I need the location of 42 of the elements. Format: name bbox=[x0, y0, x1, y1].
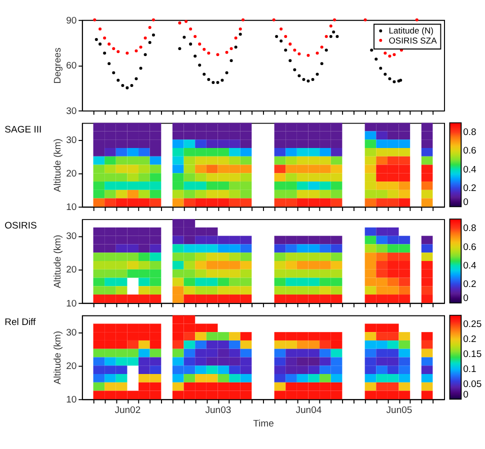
y-tick-label: 90 bbox=[66, 15, 77, 26]
x-tick-label: Jun05 bbox=[386, 404, 412, 416]
color-bar-label: 0.1 bbox=[463, 364, 476, 376]
y-axis-title: Altitude (km) bbox=[52, 138, 64, 192]
y-tick-label: 20 bbox=[66, 168, 77, 180]
color-bar-label: 0.05 bbox=[463, 379, 482, 390]
legend-label: OSIRIS SZA bbox=[388, 35, 438, 46]
y-tick-label: 30 bbox=[66, 231, 77, 242]
color-bar-label: 0.4 bbox=[463, 260, 478, 272]
color-bar-label: 0 bbox=[463, 389, 468, 400]
legend-label: Latitude (N) bbox=[388, 26, 434, 36]
chart-title: SAGE III bbox=[4, 124, 42, 136]
x-tick-label: Jun02 bbox=[114, 404, 141, 416]
color-bar-label: 0 bbox=[463, 196, 468, 208]
y-tick-label: 10 bbox=[66, 202, 77, 214]
y-tick-label: 20 bbox=[66, 360, 77, 372]
color-bar-label: 0.15 bbox=[463, 349, 482, 360]
color-bar-label: 0.2 bbox=[463, 182, 476, 194]
color-bar-label: 0.4 bbox=[463, 164, 478, 176]
y-tick-label: 30 bbox=[66, 134, 77, 146]
color-bar-label: 0.2 bbox=[463, 279, 476, 290]
color-bar-label: 0.8 bbox=[463, 223, 476, 234]
color-bar-label: 0.6 bbox=[463, 242, 476, 253]
y-tick-label: 10 bbox=[66, 394, 77, 406]
y-tick-label: 30 bbox=[66, 327, 77, 338]
color-bar-label: 0.6 bbox=[463, 146, 476, 157]
y-tick-label: 10 bbox=[66, 298, 77, 310]
y-tick-label: 60 bbox=[66, 60, 77, 72]
color-bar-label: 0.2 bbox=[463, 334, 476, 346]
y-tick-label: 30 bbox=[66, 106, 77, 117]
y-axis-title: Altitude (km) bbox=[52, 234, 64, 288]
chart-title: Rel Diff bbox=[4, 316, 36, 328]
x-axis-title: Time bbox=[253, 418, 274, 430]
x-tick-label: Jun03 bbox=[205, 404, 232, 416]
x-tick-label: Jun04 bbox=[296, 404, 322, 416]
chart-title: OSIRIS bbox=[4, 220, 37, 232]
y-tick-label: 20 bbox=[66, 264, 77, 276]
color-bar-label: 0 bbox=[463, 293, 468, 304]
y-axis-title: Degrees bbox=[52, 47, 64, 84]
y-axis-title: Altitude (km) bbox=[52, 331, 64, 384]
color-bar-label: 0.25 bbox=[463, 319, 482, 330]
color-bar-label: 0.8 bbox=[463, 127, 476, 138]
